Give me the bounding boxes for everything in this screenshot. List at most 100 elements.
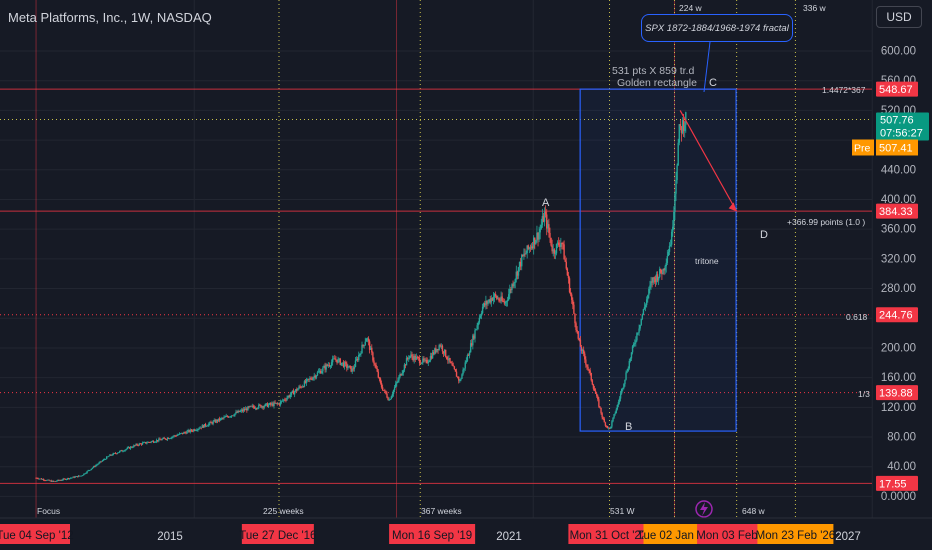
candle-body xyxy=(481,306,484,314)
candle-body xyxy=(401,373,403,376)
candle-body xyxy=(153,442,156,443)
candle-body xyxy=(486,300,488,304)
candle-body xyxy=(250,405,252,407)
top-224w-label: 224 w xyxy=(679,3,703,13)
candle-body xyxy=(170,438,172,439)
candle-body xyxy=(397,380,399,383)
candle-body xyxy=(443,349,446,354)
candle-body xyxy=(73,476,75,478)
candle-body xyxy=(67,478,70,479)
candle-body xyxy=(78,475,81,477)
candle-body xyxy=(602,417,604,419)
candle-body xyxy=(593,388,596,391)
candle-body xyxy=(596,393,598,396)
candle-body xyxy=(328,365,331,367)
candle-body xyxy=(174,435,176,437)
price-tag-bg xyxy=(876,475,918,491)
candle-body xyxy=(594,390,597,394)
candle-body xyxy=(99,461,101,463)
candle-body xyxy=(155,440,158,442)
candle-body xyxy=(149,442,151,443)
candle-body xyxy=(519,261,522,267)
candle-body xyxy=(455,371,458,377)
candle-body xyxy=(224,416,226,418)
candle-body xyxy=(192,429,195,432)
candle-body xyxy=(313,375,315,378)
candle-body xyxy=(614,413,616,415)
candle-body xyxy=(610,426,612,429)
candle-body xyxy=(208,423,210,426)
wave-label-b: B xyxy=(625,421,632,433)
candle-body xyxy=(509,289,511,295)
candle-body xyxy=(529,247,532,249)
candle-body xyxy=(151,440,154,442)
tritone-label: tritone xyxy=(695,256,719,266)
candle-body xyxy=(207,425,209,427)
candle-body xyxy=(619,393,622,399)
candle-body xyxy=(245,408,247,411)
candle-body xyxy=(134,445,136,447)
time-tag-bg xyxy=(643,524,706,544)
candle-body xyxy=(356,358,359,361)
candle-body xyxy=(218,418,221,421)
candle-body xyxy=(637,332,639,334)
candle-body xyxy=(246,408,248,411)
candle-body xyxy=(69,478,71,479)
candle-body xyxy=(259,404,261,406)
y-tick-label: 80.00 xyxy=(887,432,916,444)
candle-body xyxy=(574,313,576,324)
candle-body xyxy=(168,438,171,440)
candle-body xyxy=(36,477,38,479)
candle-body xyxy=(50,480,52,482)
candle-body xyxy=(210,421,212,423)
candle-body xyxy=(163,437,165,439)
candle-body xyxy=(136,444,138,446)
candle-body xyxy=(339,358,341,365)
candle-body xyxy=(537,232,539,240)
candle-body xyxy=(116,452,119,454)
candle-body xyxy=(35,477,37,479)
candle-body xyxy=(89,469,92,471)
candle-body xyxy=(305,379,308,383)
candle-body xyxy=(479,315,482,318)
candle-body xyxy=(437,348,439,350)
candle-body xyxy=(625,372,627,380)
currency-button[interactable]: USD xyxy=(876,6,922,28)
y-tick-label: 200.00 xyxy=(881,342,916,354)
weeks-531-label: 531 W xyxy=(610,506,635,516)
candle-body xyxy=(638,328,640,333)
candle-body xyxy=(532,237,535,249)
candle-body xyxy=(333,358,335,360)
candle-body xyxy=(494,294,497,296)
y-tick-label: 360.00 xyxy=(881,224,916,236)
candle-body xyxy=(64,478,67,480)
candle-body xyxy=(447,359,449,361)
candle-body xyxy=(334,358,336,360)
fib-third-label: 1/3 xyxy=(858,389,870,399)
candle-body xyxy=(260,405,262,408)
candle-body xyxy=(651,281,653,283)
candle-body xyxy=(513,282,515,287)
candle-body xyxy=(226,415,228,417)
candle-body xyxy=(464,362,466,369)
candle-body xyxy=(158,438,160,442)
arrow-head xyxy=(728,202,737,212)
candle-body xyxy=(438,345,440,350)
candle-body xyxy=(166,437,169,440)
candle-body xyxy=(534,237,536,245)
candle-body xyxy=(436,348,438,352)
candle-body xyxy=(165,439,168,441)
candle-body xyxy=(641,314,644,319)
candle-body xyxy=(623,384,625,389)
candle-body xyxy=(498,298,500,301)
candle-body xyxy=(311,379,313,381)
candle-body xyxy=(630,352,633,359)
candle-body xyxy=(626,371,628,373)
candle-body xyxy=(644,304,647,307)
candle-body xyxy=(83,473,85,476)
weeks-367-label: 367 weeks xyxy=(421,506,462,516)
candle-body xyxy=(159,438,161,440)
candle-body xyxy=(350,366,352,372)
candle-body xyxy=(341,362,344,364)
